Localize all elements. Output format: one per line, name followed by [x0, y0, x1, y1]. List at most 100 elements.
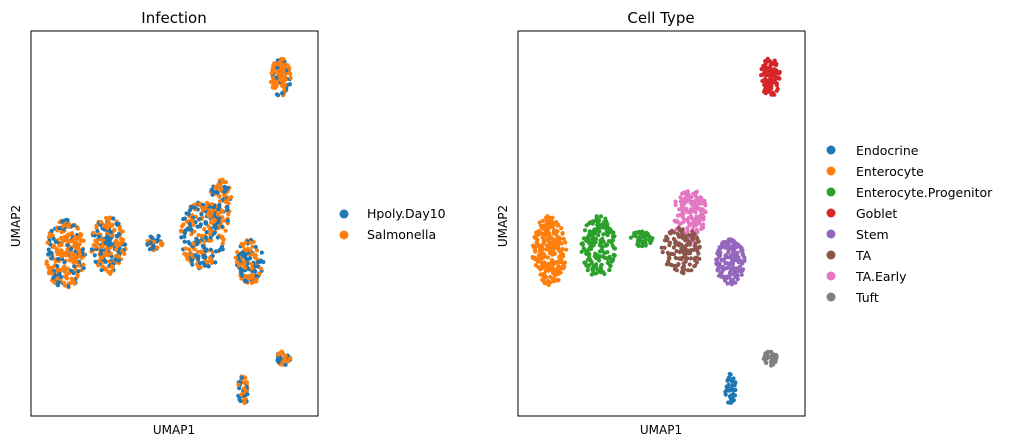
scatter-point: [540, 277, 545, 282]
scatter-point: [220, 224, 225, 229]
scatter-point: [605, 260, 611, 266]
scatter-point: [676, 234, 682, 239]
scatter-point: [731, 238, 736, 243]
scatter-point: [239, 392, 244, 397]
scatter-point: [607, 254, 612, 259]
scatter-point: [282, 83, 287, 88]
scatter-point: [196, 256, 201, 261]
scatter-point: [562, 264, 567, 270]
scatter-point: [763, 351, 768, 356]
scatter-point: [587, 245, 593, 250]
scatter-point: [225, 218, 230, 223]
scatter-point: [200, 202, 205, 207]
scatter-point: [666, 259, 671, 264]
scatter-point: [723, 261, 728, 266]
scatter-point: [590, 221, 595, 226]
scatter-point: [579, 249, 584, 254]
scatter-point: [554, 232, 559, 237]
scatter-point: [542, 240, 547, 245]
scatter-point: [545, 255, 551, 260]
scatter-point: [62, 280, 67, 286]
scatter-point: [662, 238, 668, 243]
scatter-point: [681, 261, 686, 266]
scatter-point: [563, 240, 568, 245]
scatter-point: [631, 233, 636, 238]
scatter-point: [64, 250, 69, 255]
scatter-point: [647, 234, 652, 239]
scatter-point: [738, 269, 743, 274]
scatter-point: [546, 215, 552, 220]
scatter-point: [724, 384, 729, 389]
scatter-point: [238, 266, 243, 272]
scatter-point: [248, 240, 253, 245]
scatter-point: [690, 236, 695, 241]
scatter-point: [67, 258, 72, 263]
scatter-point: [46, 252, 51, 257]
scatter-point: [196, 239, 201, 244]
legend-label-salmonella: Salmonella: [367, 227, 436, 242]
scatter-point: [45, 240, 50, 245]
scatter-point: [78, 252, 83, 257]
scatter-point: [692, 264, 697, 269]
scatter-point: [116, 258, 121, 263]
legend-marker-ta: [826, 250, 836, 260]
scatter-point: [696, 206, 701, 211]
scatter-point: [716, 247, 722, 252]
scatter-point: [216, 220, 221, 225]
scatter-point: [212, 204, 217, 210]
scatter-point: [587, 251, 592, 256]
scatter-point: [690, 202, 695, 207]
scatter-point: [78, 231, 83, 237]
scatter-point: [720, 264, 726, 269]
scatter-point: [201, 245, 206, 250]
scatter-point: [220, 215, 225, 220]
scatter-point: [216, 212, 221, 217]
scatter-point: [536, 257, 541, 262]
scatter-point: [671, 245, 677, 250]
scatter-point: [240, 250, 245, 255]
scatter-point: [772, 58, 777, 63]
y-axis-label-cell-type: UMAP2: [496, 205, 510, 247]
scatter-point: [213, 260, 218, 265]
scatter-point: [677, 250, 682, 255]
scatter-point: [206, 224, 211, 229]
scatter-point: [75, 226, 80, 231]
scatter-point: [194, 253, 199, 258]
scatter-point: [774, 356, 779, 361]
scatter-point: [220, 209, 225, 214]
scatter-point: [676, 262, 681, 267]
scatter-point: [209, 260, 215, 265]
scatter-point: [204, 200, 210, 205]
scatter-point: [735, 277, 740, 282]
scatter-point: [268, 79, 274, 85]
scatter-point: [531, 243, 536, 248]
scatter-point: [237, 397, 242, 402]
scatter-point: [725, 281, 730, 286]
scatter-point: [689, 195, 694, 200]
scatter-point: [225, 204, 230, 210]
scatter-point: [716, 251, 721, 256]
scatter-point: [179, 235, 184, 240]
scatter-point: [279, 78, 284, 83]
scatter-point: [550, 258, 555, 263]
scatter-point: [639, 240, 645, 245]
scatter-point: [681, 202, 687, 207]
scatter-point: [76, 269, 81, 274]
scatter-point: [192, 205, 197, 210]
scatter-point: [99, 267, 104, 273]
scatter-point: [766, 59, 771, 64]
scatter-point: [687, 221, 692, 226]
scatter-point: [71, 278, 76, 283]
scatter-point: [774, 88, 779, 93]
scatter-point: [93, 259, 98, 264]
scatter-point: [57, 226, 62, 231]
scatter-point: [768, 62, 773, 67]
scatter-point: [68, 239, 73, 244]
legend-marker-enterocyte: [826, 166, 836, 176]
y-axis-label-infection: UMAP2: [9, 205, 23, 247]
scatter-point: [103, 240, 108, 245]
scatter-point: [548, 280, 553, 285]
scatter-point: [105, 236, 110, 241]
scatter-point: [72, 255, 78, 260]
scatter-point: [670, 263, 675, 268]
